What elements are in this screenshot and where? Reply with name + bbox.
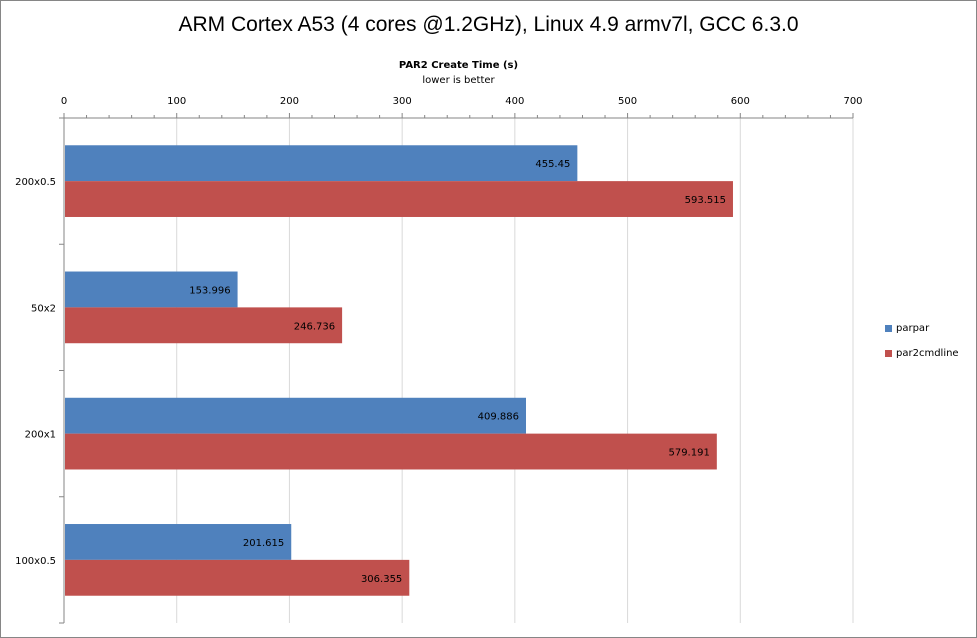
x-tick-label: 100 [167, 96, 186, 107]
chart-title: ARM Cortex A53 (4 cores @1.2GHz), Linux … [178, 13, 799, 36]
bar-par2cmdline [65, 559, 410, 596]
legend-swatch-par2cmdline [885, 349, 892, 357]
data-label: 153.996 [189, 285, 230, 296]
x-tick-label: 0 [61, 96, 67, 107]
data-label: 409.886 [478, 412, 519, 423]
bar-parpar [65, 397, 527, 434]
legend-label-par2cmdline: par2cmdline [896, 347, 959, 359]
y-category-label: 200x1 [25, 430, 56, 441]
legend-label-parpar: parpar [896, 322, 930, 334]
data-label: 593.515 [685, 195, 726, 206]
x-tick-label: 300 [393, 96, 412, 107]
x-tick-label: 200 [280, 96, 299, 107]
bar-parpar [65, 145, 578, 182]
y-category-label: 100x0.5 [15, 556, 56, 567]
bar-parpar [65, 271, 238, 308]
data-label: 455.45 [535, 159, 570, 170]
x-axis-subtitle: lower is better [422, 75, 495, 86]
x-tick-label: 500 [618, 96, 637, 107]
data-label: 201.615 [243, 538, 284, 549]
data-label: 306.355 [361, 574, 402, 585]
x-tick-label: 700 [843, 96, 862, 107]
bar-par2cmdline [65, 433, 717, 470]
y-category-label: 200x0.5 [15, 177, 56, 188]
legend: parpar par2cmdline [885, 321, 959, 371]
legend-swatch-parpar [885, 324, 892, 332]
data-label: 579.191 [668, 448, 709, 459]
x-axis-title: PAR2 Create Time (s) [398, 60, 519, 71]
x-tick-label: 600 [731, 96, 750, 107]
bar-parpar [65, 524, 292, 560]
y-category-label: 50x2 [31, 303, 56, 314]
legend-item-parpar: parpar [885, 321, 959, 335]
bar-par2cmdline [65, 307, 343, 344]
bar-par2cmdline [65, 181, 733, 217]
x-tick-label: 400 [505, 96, 524, 107]
legend-item-par2cmdline: par2cmdline [885, 346, 959, 360]
data-label: 246.736 [294, 321, 335, 332]
